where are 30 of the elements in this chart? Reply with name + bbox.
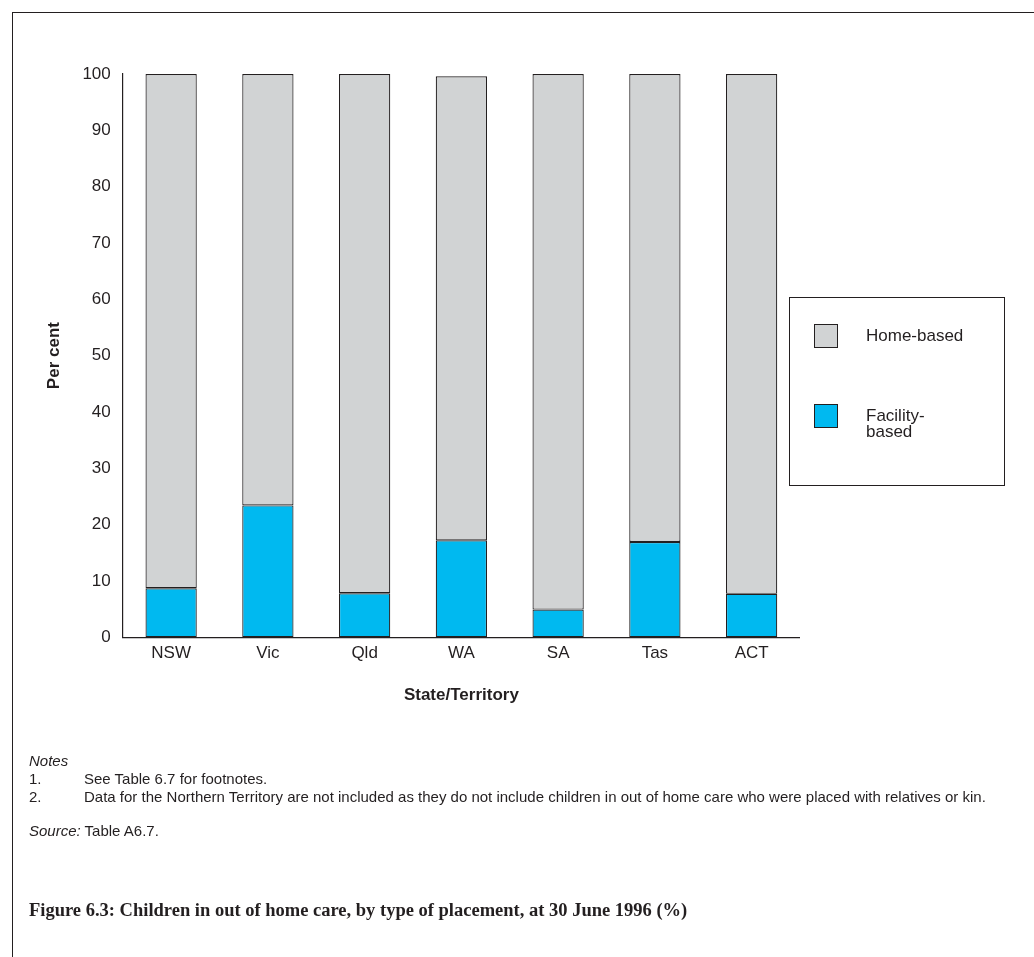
x-tick-label: NSW xyxy=(151,643,191,663)
x-tick-label: ACT xyxy=(734,643,769,663)
x-tick-label: Qld xyxy=(351,643,378,663)
y-tick-label: 70 xyxy=(91,232,111,252)
legend-label: Facility-based xyxy=(866,406,926,441)
text: Figure 6.3: Children in out of home care, by type of placement, at 30 June 1996 (%) xyxy=(29,900,688,921)
legend-label: Home-based xyxy=(866,326,965,345)
text: See Table 6.7 for footnotes. xyxy=(84,770,268,788)
x-tick-label: WA xyxy=(448,643,476,663)
source-note: Source: xyxy=(29,822,81,839)
caption: Table A6.7. xyxy=(83,822,159,839)
y-tick-label: 0 xyxy=(101,626,111,646)
y-tick-label: 90 xyxy=(91,120,111,140)
y-tick-label: 40 xyxy=(91,401,111,421)
y-tick-label: 10 xyxy=(91,570,111,590)
text: 2. xyxy=(29,788,43,806)
x-axis-title: State/Territory xyxy=(403,685,520,705)
y-tick-label: 50 xyxy=(91,345,111,365)
x-tick-label: Tas xyxy=(641,643,669,663)
y-axis-title: Per cent xyxy=(43,321,63,390)
y-tick-label: 80 xyxy=(91,176,111,196)
text: 1. xyxy=(29,770,43,788)
x-tick-label: Vic xyxy=(256,643,281,663)
text: Data for the Northern Territory are not included as they do not include children in out of home care who were placed with relatives or kin. xyxy=(84,788,986,806)
y-tick-label: 100 xyxy=(82,63,111,83)
y-tick-label: 20 xyxy=(91,514,111,534)
x-tick-label: SA xyxy=(546,643,571,663)
text: Notes xyxy=(29,752,70,770)
y-tick-label: 60 xyxy=(91,288,111,308)
y-tick-label: 30 xyxy=(91,457,111,477)
